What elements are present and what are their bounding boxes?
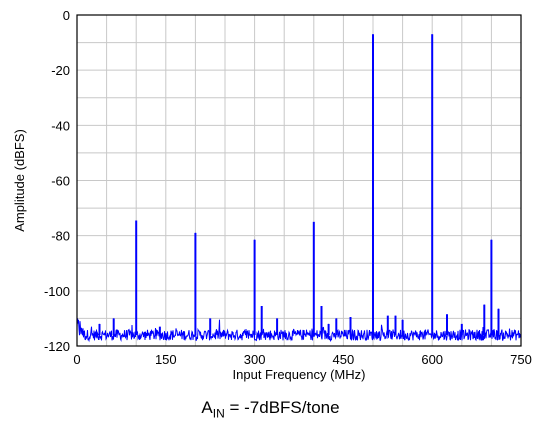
y-tick-label: -100: [44, 284, 70, 299]
x-tick-label: 750: [510, 352, 532, 367]
y-tick-labels: 0 -20 -40 -60 -80 -100 -120: [44, 8, 70, 354]
grid-lines: [76, 14, 522, 347]
y-tick-label: -40: [51, 118, 70, 133]
plot-frame: [76, 14, 522, 347]
spectrum-trace: [76, 34, 522, 343]
x-tick-label: 0: [73, 352, 80, 367]
x-axis-title: Input Frequency (MHz): [233, 367, 366, 382]
caption-subscript: IN: [212, 406, 225, 421]
x-tick-label: 600: [421, 352, 443, 367]
caption-rest: = -7dBFS/tone: [224, 398, 340, 417]
y-tick-label: -80: [51, 229, 70, 244]
y-tick-label: -60: [51, 174, 70, 189]
x-tick-labels: 0 150 300 450 600 750: [73, 352, 531, 367]
y-tick-label: -120: [44, 339, 70, 354]
x-tick-label: 150: [155, 352, 177, 367]
y-tick-label: 0: [63, 8, 70, 23]
spectrum-chart: 0 150 300 450 600 750 0 -20 -40 -60 -80 -100 -120 I…: [12, 8, 532, 382]
y-axis-title: Amplitude (dBFS): [12, 129, 27, 232]
y-tick-label: -20: [51, 63, 70, 78]
x-tick-label: 300: [244, 352, 266, 367]
caption-main: A: [201, 398, 213, 417]
x-tick-label: 450: [333, 352, 355, 367]
caption: AIN = -7dBFS/tone: [0, 398, 541, 420]
